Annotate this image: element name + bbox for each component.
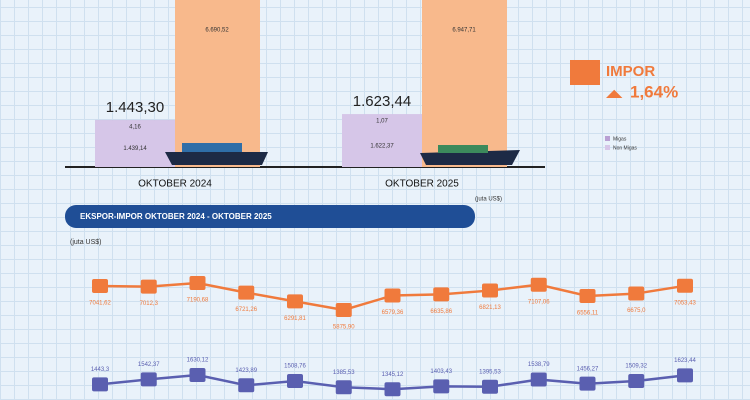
value-label: 1542,37: [138, 362, 160, 368]
value-label: 6821,13: [479, 305, 501, 311]
value-label: 6556,11: [577, 311, 599, 317]
banner: [65, 205, 475, 228]
segment-label: 1.622,37: [370, 143, 394, 149]
value-label: 5875,90: [333, 325, 355, 331]
marker: [287, 374, 303, 389]
export-bar-segment: [342, 114, 422, 167]
marker: [628, 374, 645, 389]
marker: [238, 285, 255, 300]
legend-label: Non Migas: [613, 145, 637, 151]
import-label: 6.690,52: [205, 28, 229, 34]
marker: [92, 377, 108, 392]
value-label: 7190,68: [187, 298, 209, 304]
marker: [384, 382, 401, 397]
value-label: 1509,32: [625, 364, 647, 370]
impor-title: IMPOR: [606, 63, 655, 80]
marker: [140, 279, 157, 294]
legend-swatch: [605, 145, 610, 150]
marker: [335, 302, 352, 317]
value-label: 1623,44: [674, 358, 696, 364]
unit: (juta US$): [70, 239, 102, 246]
marker: [287, 294, 303, 309]
marker: [530, 372, 547, 387]
marker: [189, 275, 206, 290]
marker: [677, 368, 693, 383]
marker: [433, 379, 450, 394]
value-label: 1385,53: [333, 370, 355, 376]
marker: [189, 367, 206, 382]
marker: [384, 288, 401, 303]
marker: [628, 286, 645, 301]
value-label: 7053,43: [674, 300, 696, 306]
ships: [165, 143, 520, 165]
value-label: 7041,62: [89, 301, 111, 307]
value-label: 1345,12: [382, 372, 404, 378]
segment-label: 1,07: [376, 119, 388, 125]
marker: [579, 288, 596, 303]
marker: [482, 283, 498, 298]
value-label: 7107,06: [528, 299, 550, 305]
marker: [579, 376, 596, 391]
unit: (juta US$): [475, 197, 502, 203]
value-label: 6721,26: [235, 307, 257, 313]
import-bar: [422, 0, 507, 167]
value-label: 7012,3: [140, 301, 159, 307]
containers: [182, 143, 242, 152]
category-label: OKTOBER 2024: [138, 179, 212, 190]
marker: [140, 372, 157, 387]
value-label: 6675,0: [627, 308, 646, 314]
value-label: 6635,86: [430, 309, 452, 315]
marker: [92, 279, 108, 294]
container-icon: [570, 60, 600, 85]
value-label: 1403,43: [430, 369, 452, 375]
value-label: 6291,81: [284, 316, 306, 322]
marker: [482, 379, 498, 394]
value-label: 1630,12: [187, 358, 209, 364]
ship: [420, 150, 520, 165]
marker: [677, 278, 693, 293]
category-label: OKTOBER 2025: [385, 179, 459, 190]
marker: [335, 380, 352, 395]
segment-label: 1.439,14: [123, 146, 147, 152]
value-label: 1443,3: [91, 367, 110, 373]
value-label: 1395,53: [479, 369, 501, 375]
change-arrow: [606, 89, 623, 98]
value-label: 1508,76: [284, 364, 306, 370]
value-label: 6579,36: [382, 310, 404, 316]
value-label: 1423,89: [235, 368, 257, 374]
banner-title: EKSPOR-IMPOR OKTOBER 2024 - OKTOBER 2025: [80, 212, 272, 221]
legend-label: Migas: [613, 136, 627, 142]
marker: [238, 378, 255, 393]
marker: [433, 287, 450, 302]
segment-label: 4,16: [129, 125, 141, 131]
value-label: 1538,79: [528, 362, 550, 368]
marker: [530, 277, 547, 292]
export-bar-segment: [95, 120, 175, 167]
containers: [438, 145, 488, 153]
import-bar: [175, 0, 260, 167]
total-label: 1.443,30: [106, 99, 164, 116]
ship: [165, 152, 268, 165]
import-label: 6.947,71: [452, 28, 476, 34]
value-label: 1456,27: [577, 366, 599, 372]
impor-change: 1,64%: [630, 82, 678, 101]
legend-swatch: [605, 136, 610, 141]
total-label: 1.623,44: [353, 93, 411, 110]
